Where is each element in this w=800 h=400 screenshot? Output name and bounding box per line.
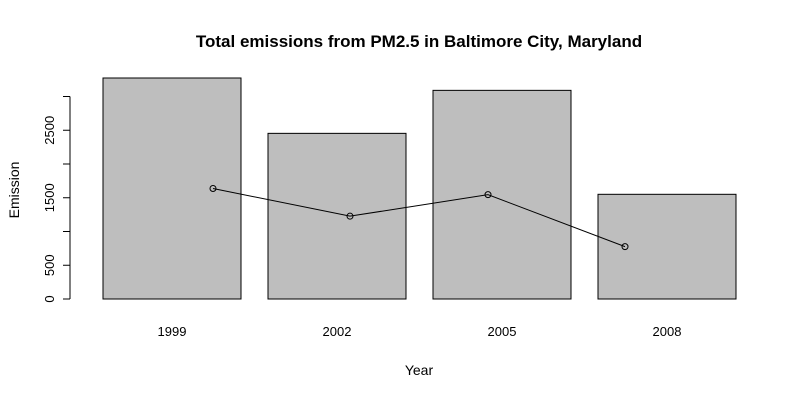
y-axis-label: Emission [6, 162, 22, 219]
line-point-1999 [209, 185, 217, 192]
x-tick-labels: 1999 2002 2005 2008 [158, 324, 682, 339]
bar-1999 [102, 77, 242, 300]
bar-2005 [432, 89, 572, 300]
bar-2008 [597, 193, 737, 300]
x-tick-2005: 2005 [488, 324, 517, 339]
x-axis-label: Year [405, 362, 434, 378]
y-tick-label-500: 500 [42, 254, 57, 276]
bars-group [102, 77, 737, 300]
y-tick-label-0: 0 [42, 295, 57, 302]
y-tick-label-1500: 1500 [42, 183, 57, 212]
chart-title: Total emissions from PM2.5 in Baltimore … [196, 32, 642, 51]
line-series [209, 185, 629, 251]
line-point-2002 [346, 212, 354, 220]
y-tick-label-2500: 2500 [42, 116, 57, 145]
x-tick-2002: 2002 [323, 324, 352, 339]
x-tick-1999: 1999 [158, 324, 187, 339]
y-axis: 0 500 1500 2500 [42, 95, 71, 303]
line-path [212, 188, 626, 248]
line-point-2005 [484, 191, 492, 199]
x-tick-2008: 2008 [653, 324, 682, 339]
bar-2002 [267, 132, 407, 300]
line-point-2008 [621, 243, 629, 251]
